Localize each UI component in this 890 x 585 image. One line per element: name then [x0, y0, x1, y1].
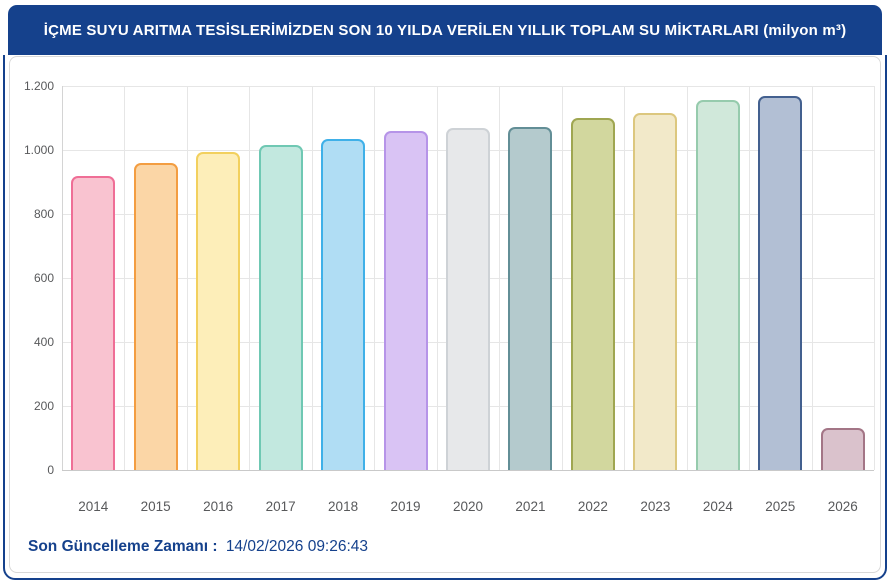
chart-title: İÇME SUYU ARITMA TESİSLERİMİZDEN SON 10 … [43, 21, 847, 39]
x-tick-label: 2023 [640, 499, 671, 514]
y-tick-label: 1.000 [23, 143, 54, 157]
x-tick-label: 2025 [765, 499, 796, 514]
bar-2023[interactable] [633, 113, 678, 470]
x-tick-label: 2020 [452, 499, 484, 514]
x-tick-label: 2026 [827, 499, 858, 514]
x-tick-label: 2017 [265, 499, 296, 514]
bar-2014[interactable] [71, 175, 116, 470]
bar-2017[interactable] [258, 145, 303, 470]
gridline-v [624, 86, 626, 470]
last-update-value: 14/02/2026 09:26:43 [225, 538, 369, 555]
bar-2019[interactable] [383, 130, 428, 470]
chart-card: 0 200 400 600 800 1.000 1.200 2014 2015 2016 2017… [3, 55, 887, 580]
bar-2018[interactable] [321, 138, 366, 470]
bar-2015[interactable] [133, 162, 178, 470]
y-tick-label: 800 [33, 207, 54, 221]
y-tick-label: 0 [47, 463, 54, 477]
x-tick-label: 2024 [702, 499, 733, 514]
gridline-v [561, 86, 563, 470]
gridline-v [749, 86, 751, 470]
bar-2020[interactable] [446, 127, 490, 470]
gridline-v [874, 86, 875, 470]
bar-2026[interactable] [820, 428, 865, 470]
chart-panel: 0 200 400 600 800 1.000 1.200 2014 2015 2016 2017… [9, 56, 881, 573]
gridline-v [811, 86, 813, 470]
plot-area [62, 86, 875, 471]
gridline-h [62, 86, 874, 87]
x-tick-label: 2018 [328, 499, 359, 514]
gridline-v [249, 86, 251, 470]
gridline-v [186, 86, 188, 470]
y-axis-line [62, 86, 63, 470]
last-update-footer: Son Güncelleme Zamanı : 14/02/2026 09:26… [28, 538, 368, 556]
bar-2025[interactable] [758, 95, 803, 470]
y-tick-label: 600 [33, 271, 54, 285]
last-update-label: Son Güncelleme Zamanı : [28, 538, 218, 555]
x-axis-line [62, 470, 874, 471]
x-tick-label: 2019 [390, 499, 421, 514]
x-tick-label: 2021 [515, 499, 546, 514]
chart-title-bar: İÇME SUYU ARITMA TESİSLERİMİZDEN SON 10 … [8, 5, 882, 55]
bar-chart: 0 200 400 600 800 1.000 1.200 2014 2015 2016 2017… [10, 57, 880, 514]
gridline-v [499, 86, 501, 470]
x-tick-label: 2022 [577, 499, 608, 514]
bar-2022[interactable] [570, 118, 615, 470]
y-tick-label: 400 [33, 335, 54, 349]
gridline-v [311, 86, 313, 470]
gridline-v [686, 86, 688, 470]
y-tick-label: 1.200 [23, 79, 54, 93]
bar-2021[interactable] [508, 126, 553, 470]
bar-2016[interactable] [196, 151, 241, 470]
y-tick-label: 200 [33, 399, 54, 413]
gridline-v [124, 86, 126, 470]
x-tick-label: 2016 [203, 499, 234, 514]
gridline-v [436, 86, 438, 470]
gridline-v [374, 86, 376, 470]
x-tick-label: 2015 [140, 499, 171, 514]
bar-2024[interactable] [695, 99, 740, 470]
x-tick-label: 2014 [78, 499, 109, 514]
